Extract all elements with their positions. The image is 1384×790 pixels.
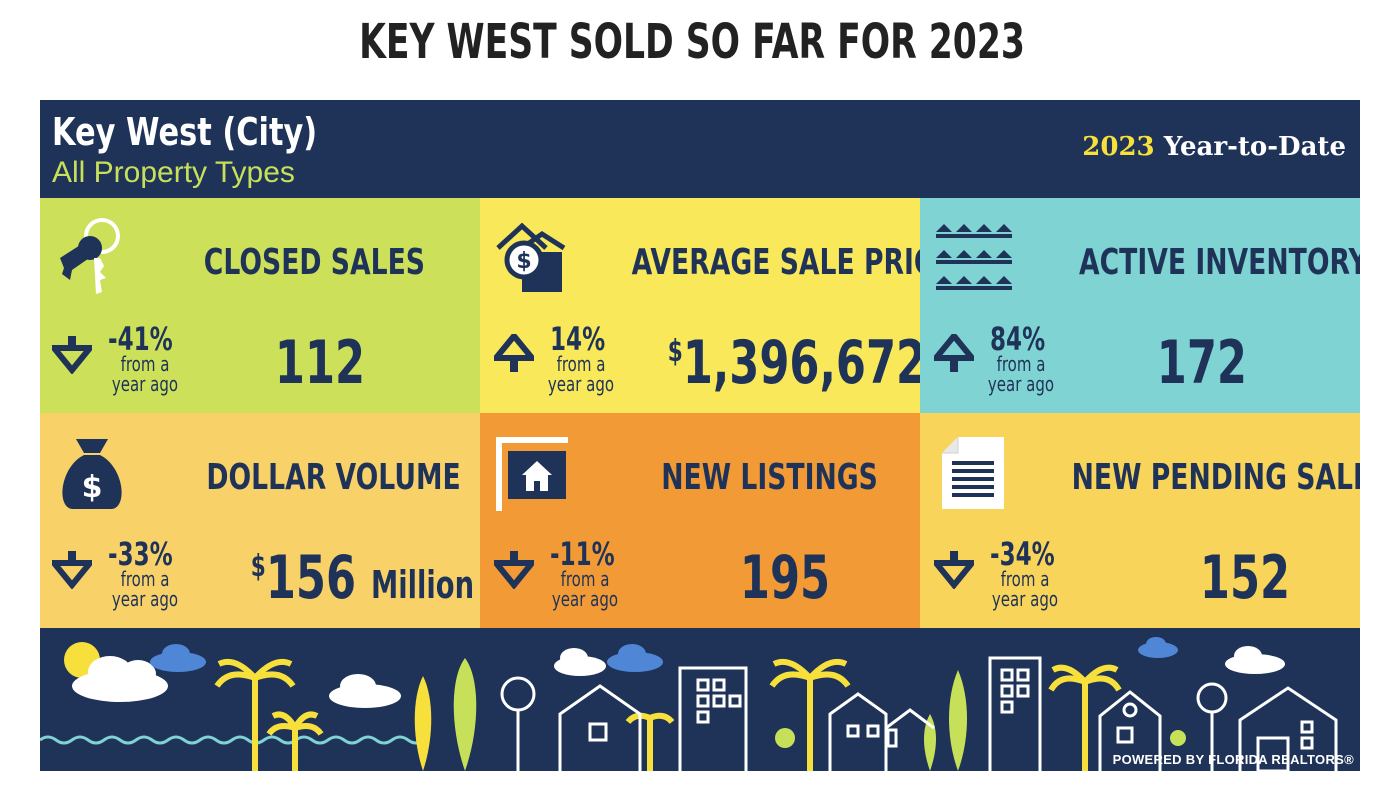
powered-by-credit: POWERED BY FLORIDA REALTORS® <box>1112 752 1354 767</box>
tile-value: 152 <box>1199 543 1291 613</box>
tile-new-pending-sales: NEW PENDING SALES -34% from a year ago 1… <box>920 413 1360 628</box>
money-bag-icon: $ <box>62 439 122 509</box>
tile-active-inventory: ACTIVE INVENTORY 84% from a year ago 172 <box>920 198 1360 413</box>
listing-sign-icon <box>496 437 568 511</box>
tile-change: -34% <box>990 535 1055 573</box>
arrow-down-icon <box>494 551 534 589</box>
tile-from: from a <box>120 567 170 591</box>
tile-label: AVERAGE SALE PRICE <box>631 242 952 283</box>
tile-from: from a <box>120 352 170 376</box>
property-types-subtitle: All Property Types <box>52 156 295 189</box>
tile-ago: year ago <box>547 372 615 396</box>
tile-change: -33% <box>108 535 173 573</box>
svg-text:$: $ <box>82 470 103 505</box>
arrow-down-icon <box>52 551 92 589</box>
houses-rows-icon <box>936 224 1012 290</box>
skyline-illustration <box>40 637 1338 771</box>
tile-from: from a <box>560 567 610 591</box>
tile-value: 195 <box>739 543 831 613</box>
tile-label: DOLLAR VOLUME <box>206 457 461 498</box>
card-header: Key West (City) All Property Types 2023 … <box>40 100 1360 198</box>
tile-label: NEW PENDING SALES <box>1071 457 1360 498</box>
tile-new-listings: NEW LISTINGS -11% from a year ago 195 <box>480 413 920 628</box>
tile-value: $156 Million <box>250 543 475 613</box>
house-dollar-icon: $ <box>496 222 566 292</box>
tile-average-sale-price: $ AVERAGE SALE PRICE 14% from a year ago… <box>480 198 952 413</box>
tile-change: -11% <box>550 535 615 573</box>
arrow-up-icon <box>494 334 534 372</box>
city-title: Key West (City) <box>52 110 318 154</box>
stats-card: Key West (City) All Property Types 2023 … <box>40 100 1360 771</box>
ytd-text: Year-to-Date <box>1163 132 1346 162</box>
ytd-year: 2023 <box>1082 132 1155 162</box>
tile-value: $1,396,672 <box>667 328 927 398</box>
tile-value: 112 <box>274 328 366 398</box>
document-icon <box>942 437 1004 509</box>
page-title: KEY WEST SOLD SO FAR FOR 2023 <box>359 14 1025 70</box>
tile-ago: year ago <box>111 372 179 396</box>
tile-closed-sales: CLOSED SALES -41% from a year ago 112 <box>40 198 480 413</box>
tile-change: 84% <box>990 320 1046 358</box>
tile-ago: year ago <box>987 372 1055 396</box>
arrow-down-icon <box>934 551 974 589</box>
ytd-label: 2023 Year-to-Date <box>1082 132 1346 162</box>
arrow-down-icon <box>52 336 92 374</box>
tile-change: 14% <box>550 320 606 358</box>
tile-ago: year ago <box>551 587 619 611</box>
tile-from: from a <box>556 352 606 376</box>
tile-label: ACTIVE INVENTORY <box>1079 242 1360 283</box>
keys-icon <box>60 218 120 294</box>
arrow-up-icon <box>934 334 974 372</box>
svg-text:$: $ <box>516 249 531 274</box>
tile-label: CLOSED SALES <box>203 242 425 283</box>
tile-value: 172 <box>1156 328 1247 398</box>
tile-label: NEW LISTINGS <box>661 457 878 498</box>
tile-ago: year ago <box>111 587 179 611</box>
tile-dollar-volume: $ DOLLAR VOLUME -33% from a year ago $15… <box>40 413 480 628</box>
skyline-footer: POWERED BY FLORIDA REALTORS® <box>40 628 1360 771</box>
tile-from: from a <box>996 352 1046 376</box>
tile-change: -41% <box>108 320 173 358</box>
tile-ago: year ago <box>991 587 1059 611</box>
tile-from: from a <box>1000 567 1050 591</box>
